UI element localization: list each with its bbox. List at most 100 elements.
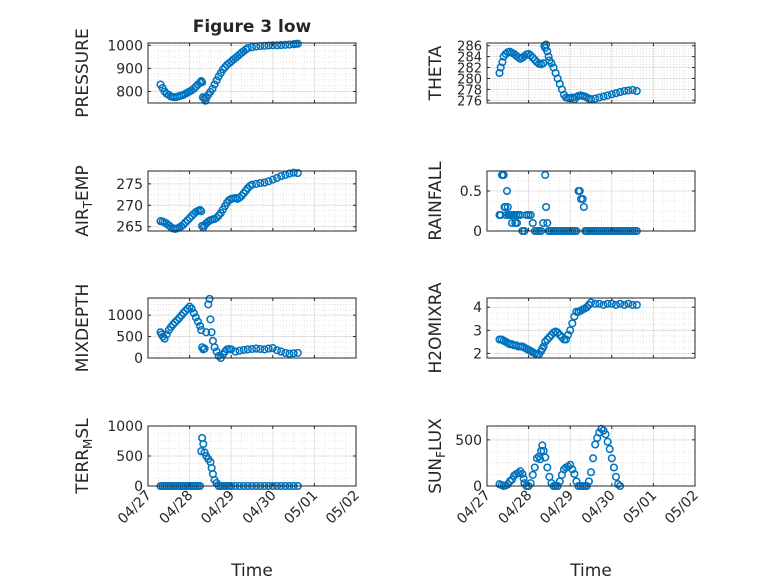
data-point [607,90,616,99]
data-point [584,477,593,486]
data-point [189,308,198,318]
panel-pressure: 800 900 1000 PRESSURE [73,28,357,118]
data-point [599,92,608,101]
axis-ticks [147,43,357,103]
data-point [502,186,512,196]
data-point [252,179,261,188]
data-point [173,316,182,325]
data-point [185,302,194,311]
data-point [200,344,209,353]
data-point [586,95,596,104]
y-tick-label: 500 [116,449,143,465]
y-tick-label: 265 [116,220,143,236]
y-label-main: MIXDEPTH [73,284,93,373]
data-point [197,207,206,216]
minor-grid [487,171,695,231]
data-point [285,349,294,358]
data-point [532,454,541,463]
minor-grid [148,171,356,231]
figure-title: Figure 3 low [193,17,312,37]
y-tick-label: 0 [473,224,482,240]
data-point [191,82,200,91]
data-point [210,80,219,89]
data-point [277,172,286,181]
axes-box [486,425,696,487]
data-point [632,300,641,309]
y-label-subscript: F [434,451,448,458]
data-point [187,304,196,313]
y-tick-label: 0 [473,479,482,495]
data-point [256,344,265,354]
data-point [205,294,214,303]
data-point [620,86,629,96]
panel-h2omixra: 2 3 4 H2OMIXRA [426,282,696,374]
data-point [281,170,290,179]
data-point [293,169,302,178]
y-label-tail: LUX [426,418,446,451]
data-point [507,218,517,228]
data-point [561,335,571,344]
data-point [268,344,277,353]
y-axis-label: RAINFALL [426,161,446,241]
axes-box [486,297,696,359]
data-point [268,41,277,50]
data-point [264,41,273,50]
data-point [545,333,554,342]
data-point [603,91,612,100]
data-point [499,170,508,180]
data-point [624,86,633,95]
data-point [289,168,298,177]
data-point [198,78,207,87]
data-point [620,300,629,309]
y-tick-label: 280 [457,72,482,87]
data-point [207,328,216,337]
data-point [541,337,550,346]
y-axis-label: SUNFLUX [426,418,448,494]
axes-box [147,297,357,359]
x-axis-label: Time [569,561,612,581]
data-point [227,345,236,354]
y-label-main: H2OMIXRA [426,282,446,373]
x-axis-label: Time [230,561,273,581]
data-point [252,344,261,353]
y-label-main: TERR [73,449,93,495]
axes-box [486,42,696,104]
y-label-main: SUN [426,458,446,494]
data-point [605,445,614,454]
data-point [519,474,528,483]
data-point [208,84,217,93]
data-point [264,344,273,353]
axes-box [486,170,696,232]
y-label-subscript: T [81,200,95,209]
data-series [495,298,641,359]
data-point [586,298,596,307]
data-point [514,469,523,478]
data-point [628,300,637,309]
data-point [503,202,512,212]
data-point [277,347,286,356]
y-label-main: THETA [426,45,446,101]
y-tick-label: 0 [134,479,143,495]
data-point [168,320,178,329]
data-point [526,51,535,60]
data-point [566,460,575,469]
data-point [179,308,188,318]
data-series [156,168,302,233]
data-point [498,58,507,67]
data-point [609,463,618,472]
data-point [260,345,269,354]
y-tick-label: 0 [134,351,143,367]
axis-ticks [486,298,696,358]
minor-grid [148,43,356,103]
major-grid [487,43,695,103]
y-tick-label: 4 [473,300,482,316]
axis-ticks [147,425,357,487]
data-point [537,446,546,455]
data-point [526,479,535,488]
data-point [191,313,200,322]
y-label-tail: EMP [73,165,93,201]
data-point [564,330,573,339]
data-point [568,465,577,474]
data-point [293,348,302,357]
y-tick-label: 2 [473,346,482,362]
